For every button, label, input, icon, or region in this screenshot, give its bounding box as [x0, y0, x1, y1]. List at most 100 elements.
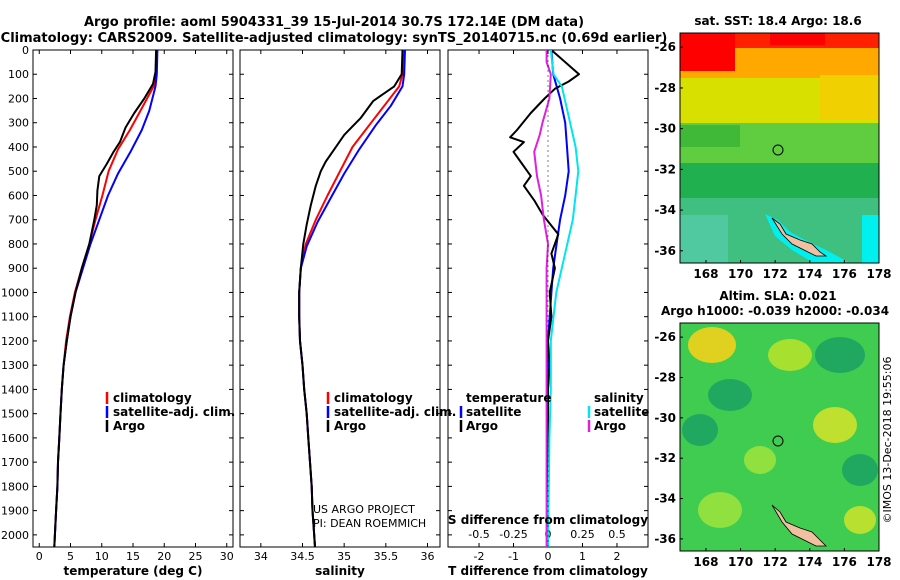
map-lon-label: 174	[797, 555, 822, 569]
x-tick-label: 0	[545, 550, 552, 563]
depth-tick-label: 0	[22, 44, 29, 57]
sla-anomaly	[844, 506, 876, 534]
legend-salinity-heading: salinity	[594, 391, 644, 405]
project-label: US ARGO PROJECT	[313, 503, 415, 516]
sla-anomaly	[842, 454, 878, 486]
temperature-legend: climatology satellite-adj. clim. Argo	[105, 391, 235, 433]
top-x-tick-label: -0.25	[499, 528, 527, 541]
x-tick-label: 35	[337, 550, 351, 563]
map-lat-label: -32	[654, 162, 676, 176]
map-lon-label: 174	[797, 267, 822, 281]
series-line-salinity-argo	[533, 50, 552, 547]
sst-map	[679, 32, 880, 264]
map-lon-label: 168	[693, 555, 718, 569]
salinity-x-axis: 34 34.5 35 35.5 36	[254, 50, 435, 563]
map-lon-label: 176	[832, 555, 857, 569]
depth-tick-label: 1200	[1, 335, 29, 348]
sst-yellow-patch	[820, 75, 879, 120]
depth-axis: 0 100 200 300 400 500 600 700 800 900 1000 1100 1200…	[1, 44, 648, 542]
depth-tick-label: 1000	[1, 286, 29, 299]
legend-temperature-heading: temperature	[466, 391, 551, 405]
legend-climatology-label: climatology	[334, 391, 413, 405]
map-lon-label: 178	[866, 555, 891, 569]
north-island-land	[771, 217, 828, 257]
salinity-legend: climatology satellite-adj. clim. Argo	[326, 391, 456, 433]
top-x-tick-label: 0.25	[570, 528, 595, 541]
legend-argo-label: Argo	[113, 419, 145, 433]
sla-anomaly	[813, 407, 857, 443]
salinity-panel-frame	[239, 49, 441, 548]
map-lon-label: 168	[693, 267, 718, 281]
x-tick-label: 35.5	[374, 550, 399, 563]
depth-tick-label: 300	[8, 117, 29, 130]
map-lat-label: -30	[654, 122, 676, 136]
sla-anomaly	[698, 492, 742, 528]
x-tick-label: 10	[95, 550, 109, 563]
map-lat-label: -36	[654, 532, 676, 546]
sst-band-green	[680, 163, 879, 198]
sla-anomaly	[815, 337, 865, 373]
map2-title-line-2: Argo h1000: -0.039 h2000: -0.034	[661, 304, 889, 318]
depth-tick-label: 400	[8, 141, 29, 154]
depth-tick-label: 1600	[1, 432, 29, 445]
depth-tick-label: 1900	[1, 505, 29, 518]
legend-satellite-label: satellite-adj. clim.	[113, 405, 235, 419]
sst-red-patch	[770, 33, 825, 45]
map-lat-label: -30	[654, 411, 676, 425]
x-tick-label: -1	[508, 550, 519, 563]
temperature-x-axis: 0 5 10 15 20 25 30	[36, 50, 234, 563]
x-tick-label: 36	[421, 550, 435, 563]
argo-position-marker	[772, 144, 784, 156]
sst-red-patch	[680, 33, 735, 71]
x-tick-label: -2	[474, 550, 485, 563]
sla-anomaly	[682, 414, 718, 446]
legend-argo-label: Argo	[334, 419, 366, 433]
map2-frame	[679, 322, 880, 552]
x-tick-label: 34	[254, 550, 268, 563]
argo-position-marker	[772, 435, 784, 447]
x-tick-label: 2	[613, 550, 620, 563]
difference-top-x-label: S difference from climatology	[448, 513, 648, 527]
x-tick-label: 30	[220, 550, 234, 563]
x-tick-label: 0	[36, 550, 43, 563]
north-island-land	[771, 504, 827, 547]
map-lat-label: -28	[654, 81, 676, 95]
series-line-argo	[298, 50, 404, 547]
depth-tick-label: 1500	[1, 408, 29, 421]
depth-tick-label: 200	[8, 92, 29, 105]
pi-label: PI: DEAN ROEMMICH	[313, 517, 426, 530]
map-lat-label: -34	[654, 203, 676, 217]
title-line-1: Argo profile: aoml 5904331_39 15-Jul-201…	[84, 15, 584, 30]
x-tick-label: 1	[579, 550, 586, 563]
sla-anomaly	[744, 446, 776, 474]
x-tick-label: 5	[67, 550, 74, 563]
difference-legend: temperature satellite Argo salinity sate…	[459, 391, 649, 433]
legend-sal-argo-label: Argo	[594, 419, 626, 433]
sst-green-patch	[680, 125, 740, 147]
sla-anomaly	[708, 379, 752, 411]
depth-tick-label: 1100	[1, 311, 29, 324]
credit-label: ©IMOS 13-Dec-2018 19:55:06	[881, 357, 894, 524]
map-lon-label: 170	[728, 267, 753, 281]
x-tick-label: 20	[157, 550, 171, 563]
depth-tick-label: 800	[8, 238, 29, 251]
x-tick-label: 25	[189, 550, 203, 563]
series-line-temperature-argo	[509, 50, 580, 547]
top-x-tick-label: -0.5	[468, 528, 489, 541]
depth-tick-label: 1700	[1, 456, 29, 469]
temperature-x-label: temperature (deg C)	[64, 564, 203, 578]
map-lat-label: -32	[654, 451, 676, 465]
temperature-series	[53, 50, 159, 547]
top-x-tick-label: 0.5	[608, 528, 626, 541]
depth-tick-label: 1300	[1, 359, 29, 372]
title-line-2: Climatology: CARS2009. Satellite-adjuste…	[1, 31, 668, 46]
legend-sal-satellite-label: satellite	[594, 405, 649, 419]
map2-title-line-1: Altim. SLA: 0.021	[719, 289, 836, 303]
sla-anomaly	[688, 327, 736, 363]
map1-frame	[679, 32, 880, 264]
depth-tick-label: 700	[8, 214, 29, 227]
depth-tick-label: 2000	[1, 529, 29, 542]
sst-teal-patch	[680, 215, 728, 263]
sst-cyan-patch	[862, 215, 879, 263]
